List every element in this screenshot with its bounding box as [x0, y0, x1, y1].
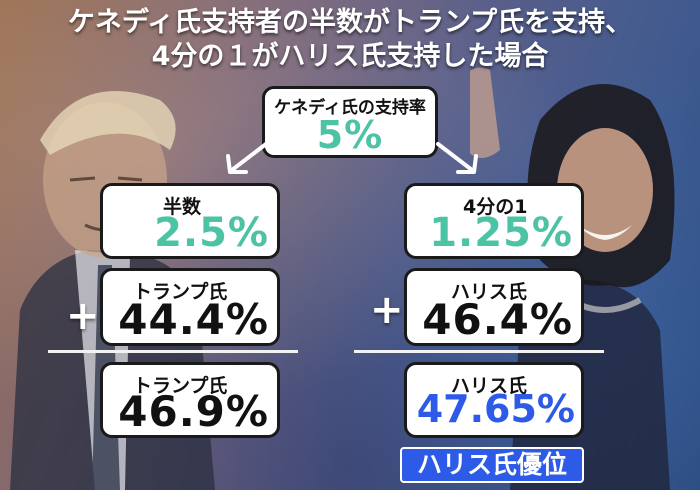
arrow-down-right-icon — [436, 142, 478, 174]
right-quarter-label: 4分の1 — [463, 196, 528, 218]
right-sum-line — [354, 350, 604, 353]
left-half-value: 2.5% — [154, 210, 269, 256]
left-half-box: 半数 2.5% — [100, 183, 280, 259]
left-trump-total-value: 46.9% — [118, 387, 269, 436]
page-title: ケネディ氏支持者の半数がトランプ氏を支持、 4分の１がハリス氏支持した場合 — [0, 6, 700, 74]
right-harris-base-value: 46.4% — [422, 295, 573, 344]
left-trump-total-box: トランプ氏 46.9% — [100, 362, 280, 438]
harris-advantage-badge: ハリス氏優位 — [400, 447, 584, 483]
title-line-2: 4分の１がハリス氏支持した場合 — [151, 41, 549, 72]
left-half-label: 半数 — [163, 196, 202, 218]
title-line-1: ケネディ氏支持者の半数がトランプ氏を支持、 — [67, 7, 633, 38]
left-trump-base-label: トランプ氏 — [133, 281, 228, 303]
right-quarter-box: 4分の1 1.25% — [404, 183, 584, 259]
right-harris-base-box: ハリス氏 46.4% — [404, 268, 584, 346]
left-trump-total-label: トランプ氏 — [133, 375, 228, 397]
left-sum-line — [48, 350, 298, 353]
kennedy-support-value: 5% — [316, 113, 384, 157]
arrow-down-left-icon — [226, 142, 268, 174]
right-quarter-value: 1.25% — [429, 210, 573, 256]
right-harris-total-box: ハリス氏 47.65% — [404, 362, 584, 438]
right-harris-total-value: 47.65% — [416, 387, 575, 431]
right-harris-base-label: ハリス氏 — [451, 281, 528, 303]
left-trump-base-value: 44.4% — [118, 295, 269, 344]
kennedy-support-box: ケネディ氏の支持率 5% — [262, 86, 438, 158]
left-trump-base-box: トランプ氏 44.4% — [100, 268, 280, 346]
kennedy-support-label: ケネディ氏の支持率 — [274, 98, 426, 118]
right-plus-sign: + — [370, 287, 404, 333]
left-plus-sign: + — [66, 293, 100, 339]
right-harris-total-label: ハリス氏 — [451, 375, 528, 397]
